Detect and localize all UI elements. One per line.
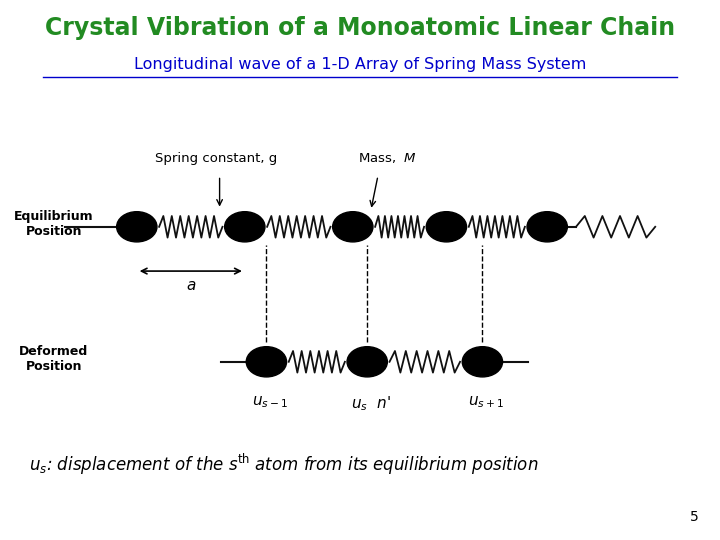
Text: a: a (186, 278, 196, 293)
Circle shape (527, 212, 567, 242)
Circle shape (225, 212, 265, 242)
Text: Spring constant, g: Spring constant, g (155, 152, 277, 165)
Circle shape (426, 212, 467, 242)
Circle shape (333, 212, 373, 242)
Circle shape (117, 212, 157, 242)
Text: Equilibrium
Position: Equilibrium Position (14, 210, 94, 238)
Circle shape (462, 347, 503, 377)
Text: Mass,  $\mathit{M}$: Mass, $\mathit{M}$ (358, 151, 417, 165)
Text: $u_{s-1}$: $u_{s-1}$ (252, 394, 288, 410)
Text: 5: 5 (690, 510, 698, 524)
Text: $u_{s+1}$: $u_{s+1}$ (468, 394, 504, 410)
Text: Deformed
Position: Deformed Position (19, 345, 89, 373)
Text: Longitudinal wave of a 1-D Array of Spring Mass System: Longitudinal wave of a 1-D Array of Spri… (134, 57, 586, 72)
Circle shape (246, 347, 287, 377)
Text: $u_s$: displacement of the s$^{\rm th}$ atom from its equilibrium position: $u_s$: displacement of the s$^{\rm th}$ … (29, 452, 539, 477)
Text: Crystal Vibration of a Monoatomic Linear Chain: Crystal Vibration of a Monoatomic Linear… (45, 16, 675, 40)
Circle shape (347, 347, 387, 377)
Text: $u_s$  n': $u_s$ n' (351, 394, 391, 413)
